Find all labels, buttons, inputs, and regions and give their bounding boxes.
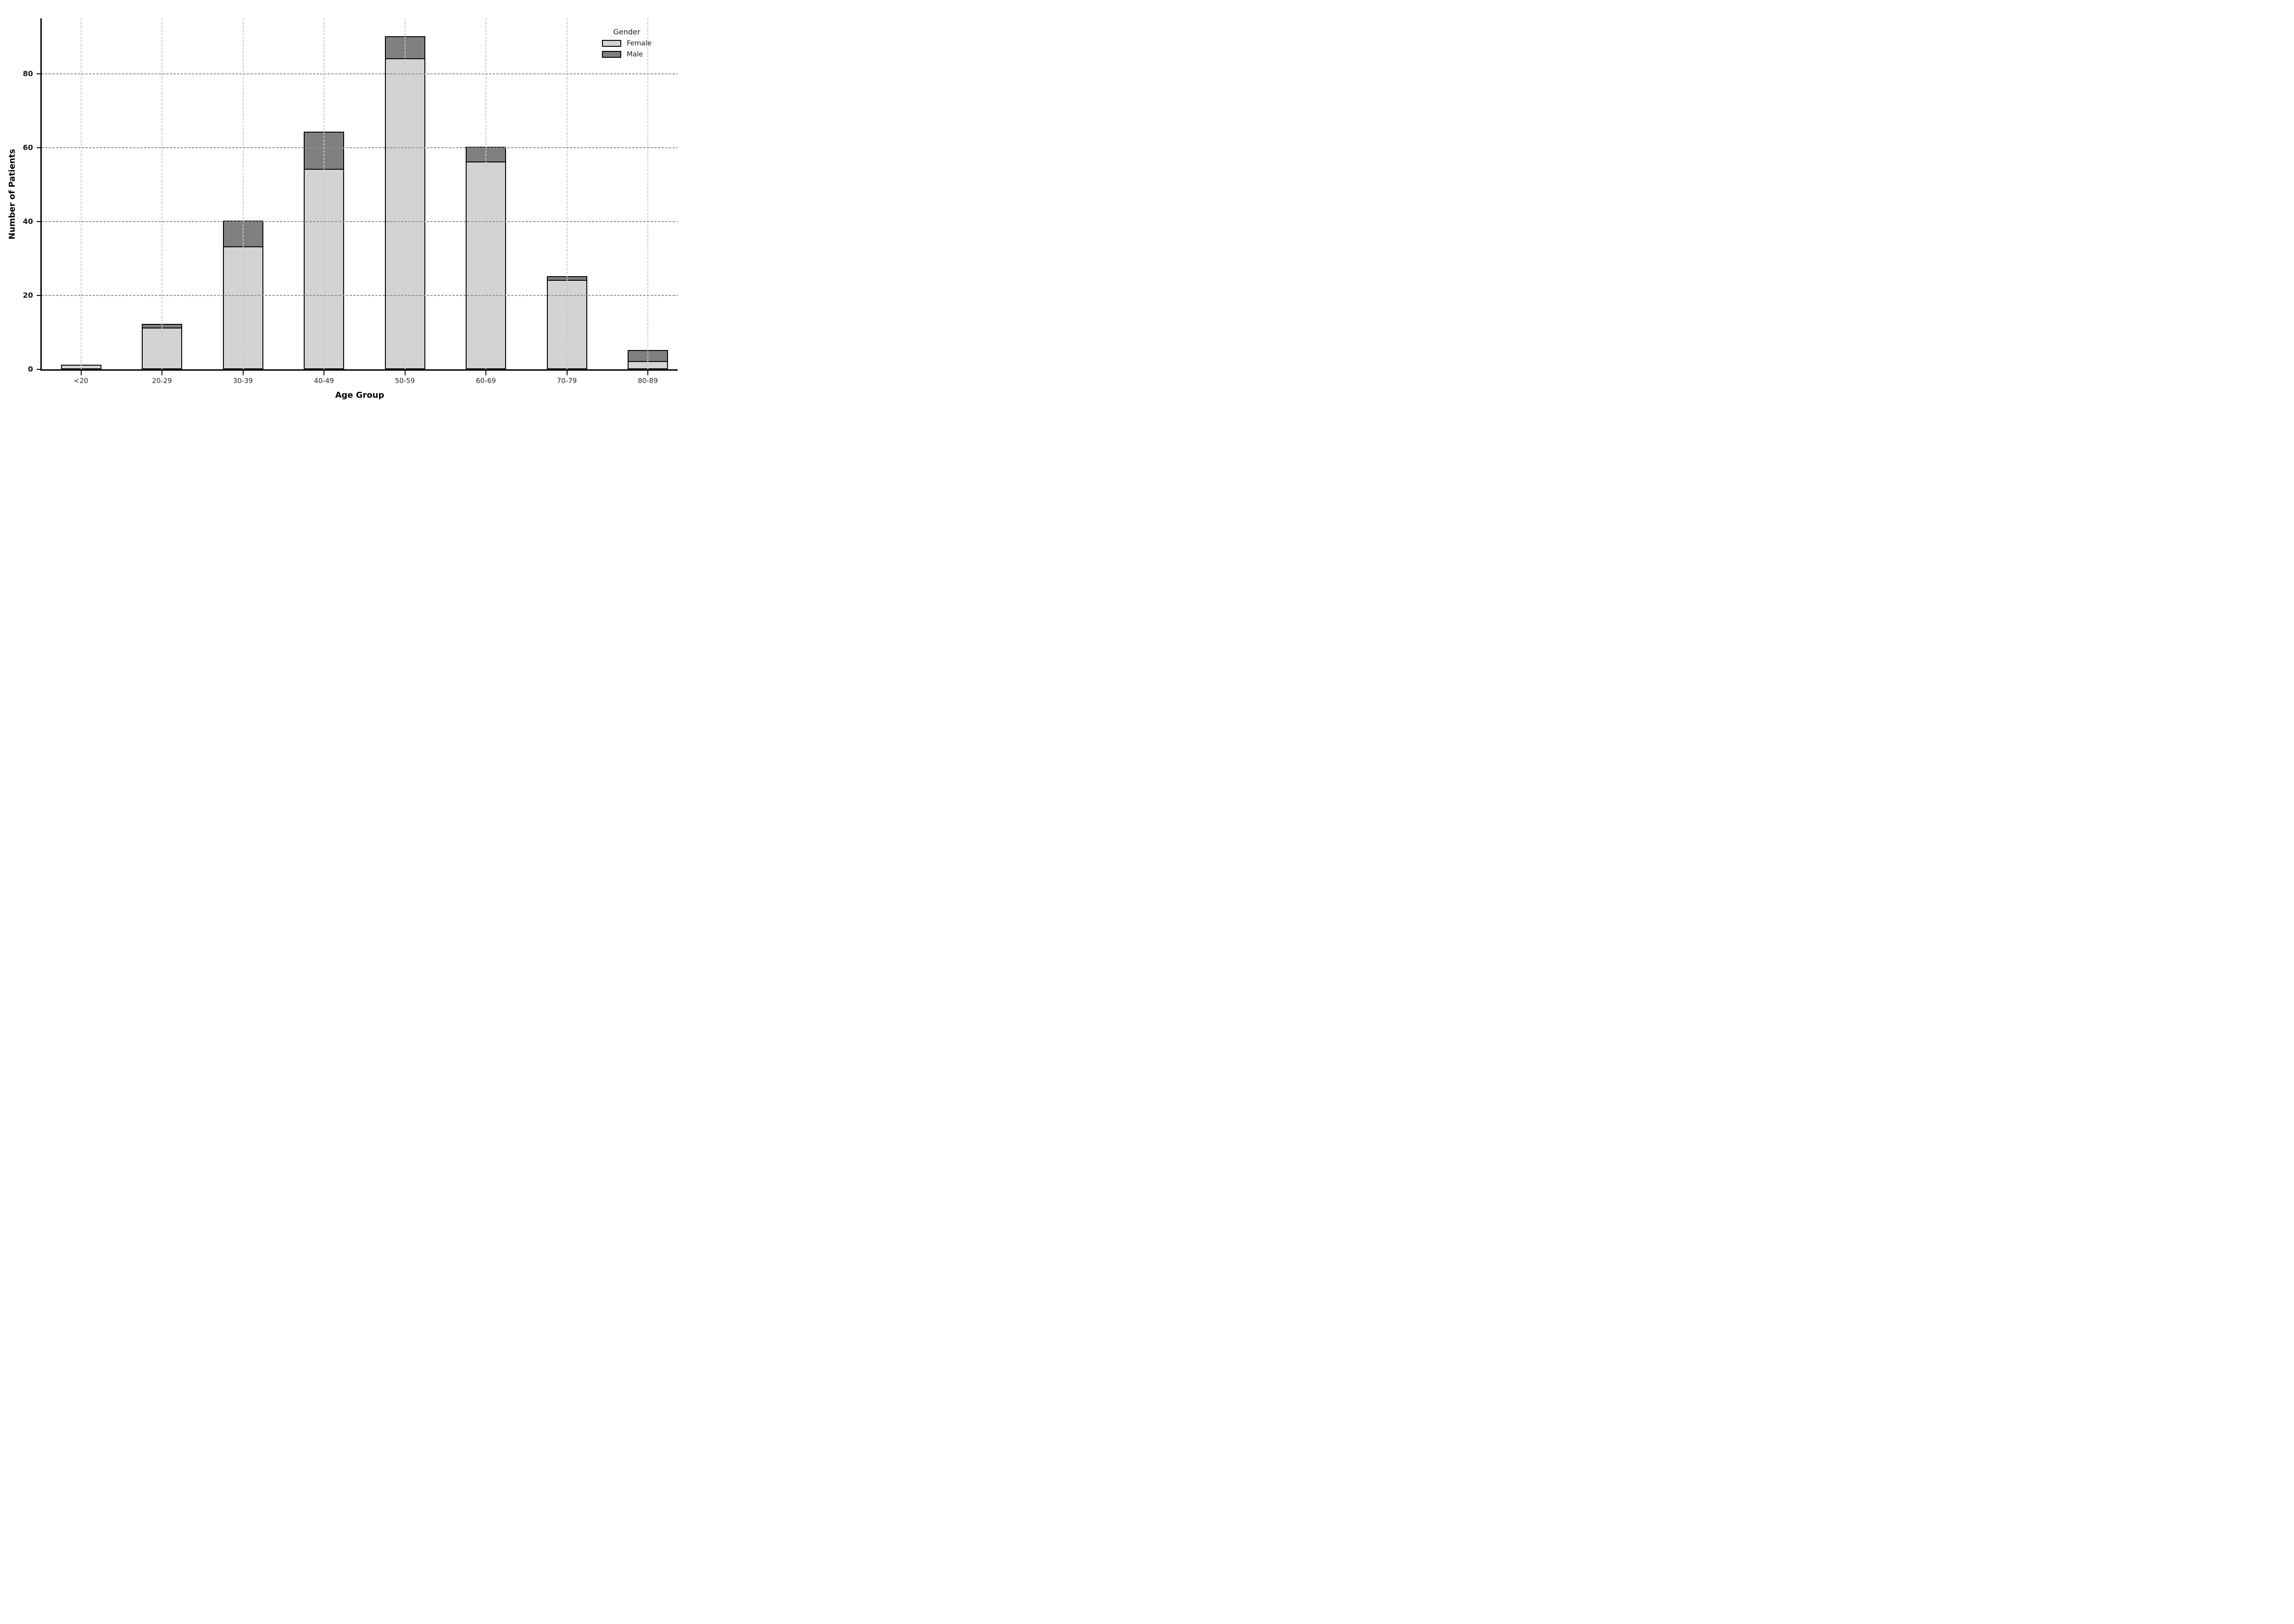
y-tick-mark: [37, 295, 40, 296]
x-tick-mark: [161, 371, 162, 375]
x-tick-label-<20: <20: [73, 377, 89, 385]
y-tick-label: 80: [22, 69, 33, 78]
vertical-gridline: [566, 18, 568, 369]
legend-row-female: Female: [602, 40, 651, 47]
vertical-gridline: [323, 18, 324, 369]
y-tick-label: 0: [28, 365, 33, 373]
vertical-gridline: [161, 18, 162, 369]
horizontal-gridline: [41, 221, 678, 222]
horizontal-gridline: [41, 295, 678, 296]
horizontal-gridline: [41, 147, 678, 148]
y-tick-mark: [37, 369, 40, 370]
x-tick-mark: [485, 371, 486, 375]
x-tick-mark: [404, 371, 406, 375]
vertical-gridline: [404, 18, 406, 369]
y-tick-mark: [37, 147, 40, 148]
x-tick-label-70-79: 70-79: [557, 377, 577, 385]
x-tick-label-80-89: 80-89: [638, 377, 658, 385]
x-tick-label-40-49: 40-49: [314, 377, 334, 385]
y-tick-mark: [37, 221, 40, 222]
male-swatch-icon: [602, 51, 621, 58]
y-axis-title: Number of Patients: [7, 149, 17, 239]
x-tick-mark: [566, 371, 568, 375]
x-axis-title: Age Group: [335, 390, 384, 400]
x-tick-mark: [80, 371, 82, 375]
vertical-gridline: [80, 18, 82, 369]
stacked-bar-chart-figure: Age Group Number of Patients Gender Fema…: [0, 0, 681, 406]
legend-label-female: Female: [627, 39, 652, 47]
y-tick-label: 60: [22, 143, 33, 152]
x-axis-spine: [40, 369, 678, 371]
y-tick-label: 20: [22, 290, 33, 300]
vertical-gridline: [242, 18, 244, 369]
y-axis-spine: [40, 18, 42, 371]
x-tick-label-20-29: 20-29: [152, 377, 172, 385]
x-tick-label-30-39: 30-39: [233, 377, 253, 385]
x-tick-label-60-69: 60-69: [476, 377, 496, 385]
x-tick-mark: [242, 371, 244, 375]
y-tick-mark: [37, 73, 40, 74]
vertical-gridline: [647, 18, 648, 369]
x-tick-label-50-59: 50-59: [395, 377, 415, 385]
legend-title: Gender: [613, 28, 640, 36]
y-tick-label: 40: [22, 217, 33, 226]
legend: Gender Female Male: [602, 28, 651, 62]
x-tick-mark: [323, 371, 324, 375]
x-tick-mark: [647, 371, 648, 375]
horizontal-gridline: [41, 73, 678, 74]
vertical-gridline: [485, 18, 486, 369]
legend-row-male: Male: [602, 51, 651, 58]
female-swatch-icon: [602, 40, 621, 47]
legend-label-male: Male: [627, 50, 643, 58]
